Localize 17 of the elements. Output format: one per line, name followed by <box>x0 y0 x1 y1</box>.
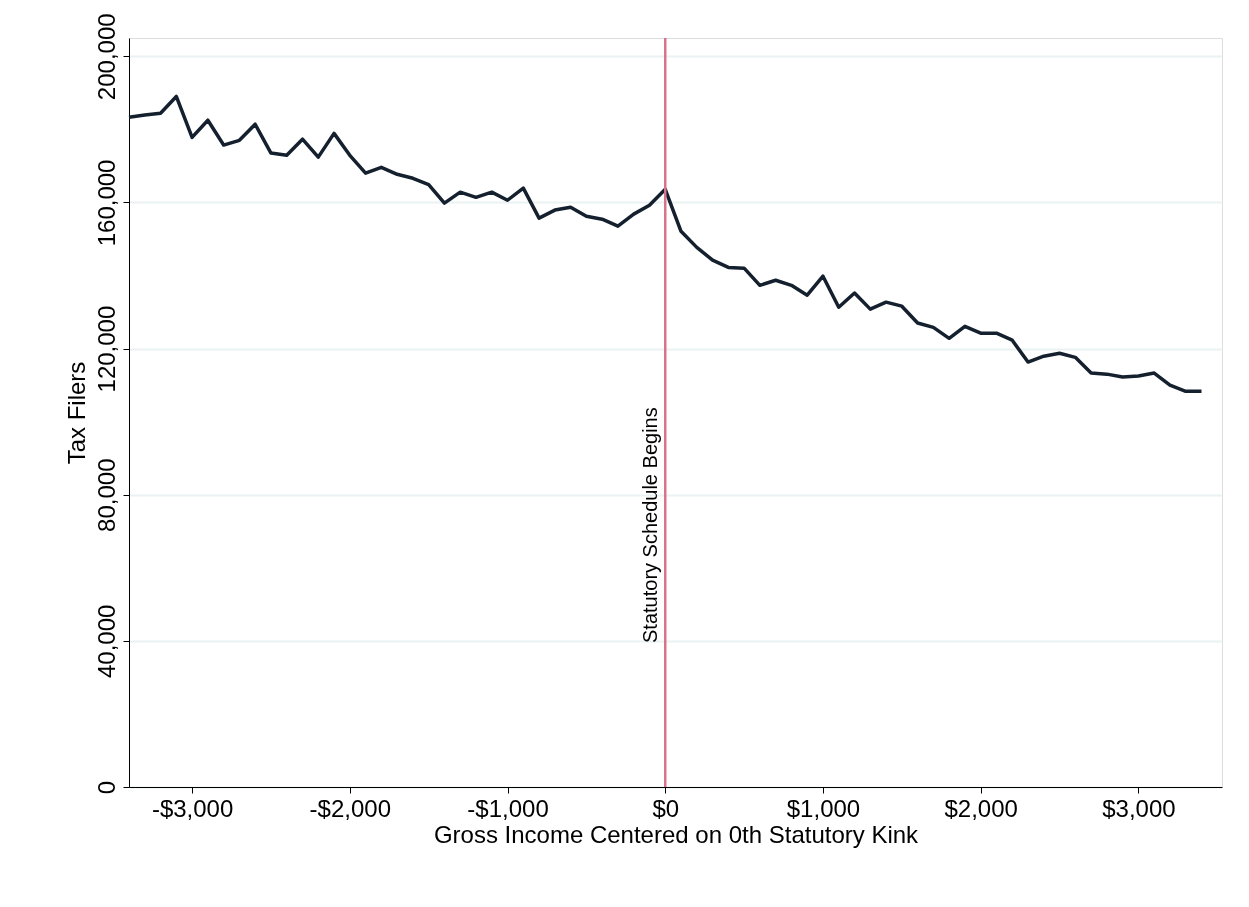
ref-line-label: Statutory Schedule Begins <box>639 407 662 643</box>
x-axis-title: Gross Income Centered on 0th Statutory Kink <box>433 820 920 848</box>
y-tick-label: 0 <box>92 780 120 795</box>
y-tick-label: 160,000 <box>92 159 120 247</box>
x-tick-label: $2,000 <box>944 794 1018 822</box>
x-tick-label: -$3,000 <box>151 794 234 822</box>
x-tick-label: $0 <box>652 794 680 822</box>
y-tick-label: 200,000 <box>92 13 120 101</box>
y-tick-label: 40,000 <box>92 604 120 679</box>
x-tick-label: $1,000 <box>786 794 861 822</box>
y-axis-title: Tax Filers <box>62 361 90 465</box>
y-tick-label: 120,000 <box>92 305 120 393</box>
x-tick-label: -$1,000 <box>467 794 549 822</box>
x-tick-label: $3,000 <box>1102 794 1176 822</box>
line-series <box>127 94 1204 394</box>
y-tick-label: 80,000 <box>92 458 120 532</box>
x-tick-label: -$2,000 <box>309 794 392 822</box>
